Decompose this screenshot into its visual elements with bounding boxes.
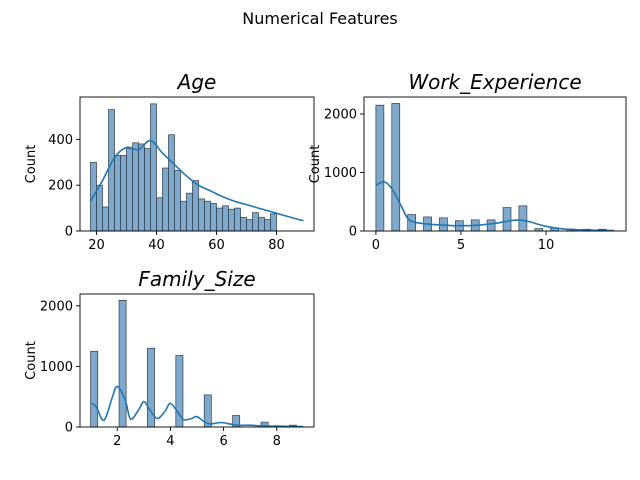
histogram-bar bbox=[216, 207, 223, 232]
x-tick-label: 20 bbox=[88, 238, 105, 253]
y-tick-label: 1000 bbox=[40, 360, 73, 375]
y-axis-label: Count bbox=[24, 145, 39, 184]
histogram-bar bbox=[120, 155, 127, 232]
x-tick-label: 8 bbox=[273, 434, 281, 449]
histogram-bar bbox=[270, 213, 277, 232]
axes-frame bbox=[79, 96, 315, 232]
histogram-bar bbox=[252, 212, 259, 232]
histogram-bar bbox=[246, 219, 253, 232]
histogram-bar bbox=[156, 197, 163, 232]
x-tick-label: 0 bbox=[372, 238, 380, 253]
histogram-bar bbox=[234, 207, 241, 232]
histogram-bar bbox=[138, 143, 145, 232]
histogram-bar bbox=[518, 205, 528, 232]
histogram-bar bbox=[90, 350, 99, 428]
x-tick-label: 4 bbox=[166, 434, 174, 449]
histogram-bar bbox=[126, 148, 133, 232]
histogram-bar bbox=[108, 109, 115, 232]
panel-2: 0 5 10 0 1000 2000 Work_Experience Count bbox=[308, 70, 627, 253]
histogram-bar bbox=[222, 205, 229, 232]
panel-1: 20 40 60 80 0 200 400 Age Count bbox=[24, 70, 315, 253]
x-tick-label: 10 bbox=[538, 238, 555, 253]
y-tick-label: 0 bbox=[65, 225, 73, 240]
histogram-bar bbox=[502, 207, 512, 232]
y-axis-label: Count bbox=[308, 145, 323, 184]
histogram-bar bbox=[186, 192, 193, 232]
figure-suptitle: Numerical Features bbox=[242, 9, 398, 28]
histogram-bar bbox=[486, 219, 496, 232]
histogram-bar bbox=[118, 300, 127, 428]
x-tick-label: 2 bbox=[113, 434, 121, 449]
kde-line bbox=[89, 139, 304, 222]
panel-title: Family_Size bbox=[138, 267, 255, 291]
histogram-bar bbox=[391, 103, 401, 232]
x-tick-label: 60 bbox=[208, 238, 225, 253]
histogram-bar bbox=[150, 103, 157, 232]
kde-line bbox=[90, 385, 304, 428]
y-tick-label: 0 bbox=[349, 225, 357, 240]
y-tick-label: 400 bbox=[48, 133, 73, 148]
x-tick-label: 6 bbox=[219, 434, 227, 449]
histogram-bar bbox=[114, 155, 121, 232]
panel-title: Age bbox=[176, 70, 217, 94]
histogram-bar bbox=[168, 134, 175, 232]
y-tick-label: 0 bbox=[65, 421, 73, 436]
histogram-bar bbox=[144, 148, 151, 232]
histogram-bar bbox=[102, 206, 109, 232]
histogram-bar bbox=[204, 200, 211, 232]
y-tick-label: 1000 bbox=[324, 166, 357, 181]
axes-frame bbox=[79, 293, 315, 428]
x-tick-label: 5 bbox=[457, 238, 465, 253]
histogram-bar bbox=[375, 104, 385, 232]
panel-title: Work_Experience bbox=[408, 70, 581, 94]
y-tick-label: 2000 bbox=[324, 107, 357, 122]
histogram-bar bbox=[210, 203, 217, 232]
histogram-bar bbox=[162, 167, 169, 232]
histogram-bar bbox=[175, 355, 184, 428]
histogram-bar bbox=[228, 208, 235, 232]
histogram-bar bbox=[192, 180, 199, 232]
histogram-bar bbox=[174, 169, 181, 232]
histogram-bar bbox=[96, 184, 103, 232]
histogram-bar bbox=[258, 216, 265, 232]
y-axis-label: Count bbox=[24, 341, 39, 380]
axes-frame bbox=[363, 96, 627, 232]
histogram-bar bbox=[180, 200, 187, 232]
histogram-bar bbox=[198, 198, 205, 232]
y-tick-label: 2000 bbox=[40, 299, 73, 314]
y-tick-label: 200 bbox=[48, 179, 73, 194]
histogram-bar bbox=[240, 216, 247, 232]
histogram-bar bbox=[264, 219, 271, 232]
x-tick-label: 40 bbox=[148, 238, 165, 253]
panel-3: 2 4 6 8 0 1000 2000 Family_Size Count bbox=[24, 267, 315, 449]
x-tick-label: 80 bbox=[268, 238, 285, 253]
kde-line bbox=[375, 180, 615, 232]
histogram-bar bbox=[132, 142, 139, 232]
